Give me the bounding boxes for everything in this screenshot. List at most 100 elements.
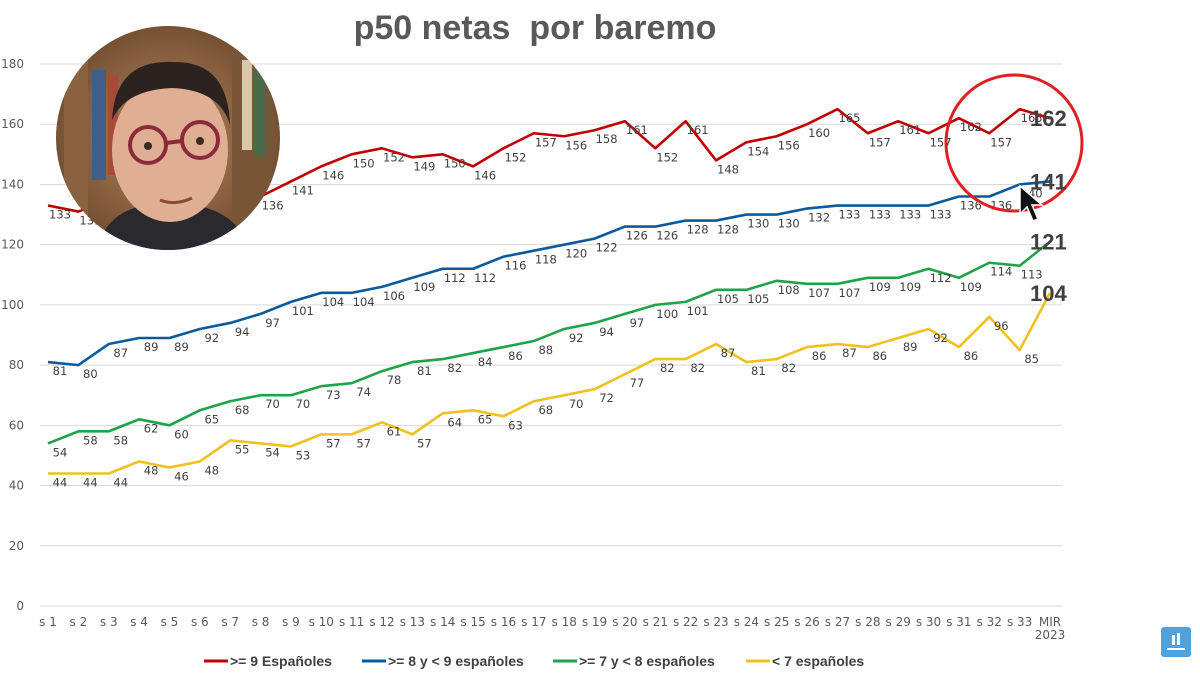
data-label: 82 [660, 361, 675, 375]
data-label: 165 [838, 111, 860, 125]
x-tick-label: s 32 [977, 615, 1002, 629]
data-label: 128 [687, 223, 709, 237]
data-label: 86 [964, 349, 979, 363]
data-label: 87 [721, 346, 736, 360]
data-label: 84 [478, 355, 493, 369]
data-label: 156 [565, 138, 587, 152]
legend-item: >= 7 y < 8 españoles [553, 653, 715, 669]
data-label: 63 [508, 418, 523, 432]
x-tick-label: s 9 [282, 615, 300, 629]
data-label: 57 [356, 436, 371, 450]
x-tick-label: s 11 [339, 615, 364, 629]
data-label: 94 [599, 325, 614, 339]
axis-tick-labels: 0 20 40 60 80 100 120 140 160 180 s 1 s 2 s 3 s 4 s 5 s… [1, 57, 1065, 642]
data-label: 65 [478, 412, 493, 426]
data-label: 86 [812, 349, 827, 363]
x-tick-label: s 2 [70, 615, 88, 629]
y-tick-label: 20 [9, 539, 24, 553]
x-tick-label: s 21 [643, 615, 668, 629]
data-label: 114 [990, 265, 1012, 279]
data-label: 146 [322, 168, 344, 182]
series-line [47, 240, 1051, 445]
mouse-pointer-icon [1019, 184, 1045, 222]
x-tick-label: s 20 [612, 615, 637, 629]
x-tick-label: s 10 [309, 615, 334, 629]
data-label: 54 [53, 445, 68, 459]
data-label: 57 [326, 436, 341, 450]
data-label: 70 [296, 397, 311, 411]
data-label: 161 [626, 123, 648, 137]
data-label: 68 [538, 403, 553, 417]
data-label: 81 [751, 364, 766, 378]
x-tick-label: s 23 [703, 615, 728, 629]
data-label: 68 [235, 403, 250, 417]
data-label: 157 [930, 135, 952, 149]
data-label: 100 [656, 307, 678, 321]
x-tick-label: s 30 [916, 615, 941, 629]
data-label: 97 [630, 316, 645, 330]
data-label: 104 [353, 295, 375, 309]
data-label: 65 [204, 412, 219, 426]
data-label: 107 [808, 286, 830, 300]
data-label: 130 [778, 217, 800, 231]
data-label: 146 [474, 168, 496, 182]
data-label: 92 [933, 331, 948, 345]
data-label: 113 [1021, 268, 1043, 282]
data-label: 92 [569, 331, 584, 345]
data-label: 78 [387, 373, 402, 387]
data-label: 161 [687, 123, 709, 137]
legend-label: >= 7 y < 8 españoles [579, 653, 715, 669]
data-label: 80 [83, 367, 98, 381]
legend-label: < 7 españoles [772, 653, 864, 669]
data-label: 109 [869, 280, 891, 294]
data-label: 109 [413, 280, 435, 294]
legend: >= 9 Españoles >= 8 y < 9 españoles >= 7 y… [204, 653, 864, 669]
data-label: 161 [899, 123, 921, 137]
data-label: 46 [174, 469, 189, 483]
x-tick-label: s 28 [855, 615, 880, 629]
data-label: 130 [747, 217, 769, 231]
data-label: 133 [899, 208, 921, 222]
x-tick-label: s 24 [734, 615, 759, 629]
data-label: 128 [717, 223, 739, 237]
y-tick-label: 120 [1, 238, 24, 252]
data-label: 87 [842, 346, 857, 360]
legend-item: >= 9 Españoles [204, 653, 332, 669]
grid-lines [40, 63, 1062, 607]
data-label: 82 [690, 361, 705, 375]
y-tick-label: 100 [1, 298, 24, 312]
data-label: 82 [781, 361, 796, 375]
data-label: 152 [383, 150, 405, 164]
data-label: 54 [265, 445, 280, 459]
y-tick-label: 60 [9, 418, 24, 432]
y-tick-label: 80 [9, 358, 24, 372]
data-label: 58 [83, 433, 98, 447]
x-tick-label: s 12 [369, 615, 394, 629]
y-tick-label: 40 [9, 479, 24, 493]
data-label: 89 [903, 340, 918, 354]
data-label: 53 [296, 448, 311, 462]
x-tick-label: s 13 [400, 615, 425, 629]
data-label: 152 [504, 150, 526, 164]
x-tick-label: s 25 [764, 615, 789, 629]
x-tick-label: s 18 [552, 615, 577, 629]
data-label: 70 [265, 397, 280, 411]
data-label: 60 [174, 427, 189, 441]
data-label: 132 [808, 211, 830, 225]
data-label: 112 [444, 271, 466, 285]
data-label: 57 [417, 436, 432, 450]
data-label: 105 [717, 292, 739, 306]
legend-label: >= 9 Españoles [230, 653, 332, 669]
y-tick-label: 160 [1, 117, 24, 131]
data-label: 109 [899, 280, 921, 294]
data-label: 157 [535, 135, 557, 149]
x-tick-label: s 7 [221, 615, 239, 629]
x-tick-label: s 26 [794, 615, 819, 629]
data-label: 101 [687, 304, 709, 318]
data-label: 62 [144, 421, 159, 435]
channel-logo-icon [1161, 627, 1191, 657]
x-tick-label: s 15 [460, 615, 485, 629]
data-label: 73 [326, 388, 341, 402]
data-label: 97 [265, 316, 280, 330]
data-label: 136 [262, 198, 284, 212]
